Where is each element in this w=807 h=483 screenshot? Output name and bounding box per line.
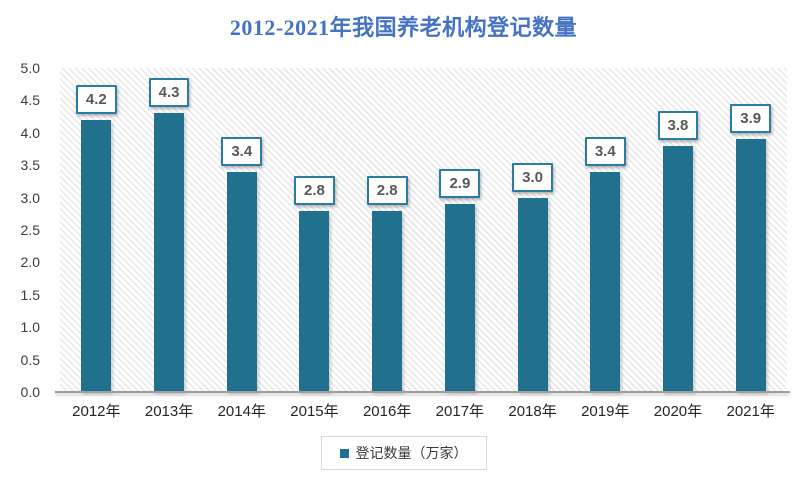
bar-slot: 2.8 [278, 68, 351, 392]
x-tick-label: 2016年 [362, 403, 412, 420]
bar-value-label: 3.0 [512, 162, 553, 192]
y-axis: 5.0 4.5 4.0 3.5 3.0 2.5 2.0 1.5 1.0 0.5 0.0 [0, 60, 50, 400]
x-tick-label: 2021年 [726, 403, 775, 420]
legend: 登记数量（万家） [320, 436, 487, 470]
x-tick-label: 2017年 [435, 403, 485, 420]
bar-value-label: 4.3 [148, 78, 190, 108]
x-tick-label: 2012年 [72, 403, 121, 420]
x-tick-label: 2014年 [217, 403, 266, 420]
bar [372, 210, 403, 392]
bar-value-label: 3.8 [657, 110, 699, 140]
bar-slot: 4.3 [133, 68, 206, 392]
bar-slot: 3.4 [569, 68, 642, 392]
y-tick-label: 4.0 [20, 124, 40, 141]
y-tick-label: 0.0 [20, 384, 40, 400]
y-tick-label: 4.5 [20, 92, 40, 109]
y-tick-label: 1.0 [20, 319, 40, 336]
x-tick-label: 2013年 [144, 403, 194, 420]
bar-slot: 3.4 [205, 68, 278, 392]
bar-value-label: 3.9 [730, 104, 772, 134]
bar [226, 171, 257, 392]
bar [590, 171, 621, 392]
bar-value-label: 2.9 [439, 169, 481, 199]
bar [81, 119, 112, 392]
bar [444, 204, 475, 392]
bar-value-label: 3.4 [221, 136, 263, 166]
bar-slot: 3.8 [642, 68, 715, 392]
plot-area: 4.2 4.3 3.4 2.8 2.8 2.9 3.0 3.4 3.8 3.9 [60, 68, 787, 392]
y-tick-label: 2.0 [20, 254, 40, 271]
x-tick-label: 2018年 [508, 403, 557, 420]
x-tick-label: 2019年 [581, 403, 630, 420]
y-tick-label: 1.5 [20, 286, 40, 303]
y-tick-label: 2.5 [20, 222, 40, 238]
bar-slot: 2.8 [351, 68, 424, 392]
bar-value-label: 3.4 [584, 136, 626, 166]
chart-title: 2012-2021年我国养老机构登记数量 [229, 15, 578, 40]
bar [299, 210, 330, 392]
legend-label: 登记数量（万家） [355, 445, 468, 461]
y-tick-label: 3.5 [20, 157, 40, 174]
bar-slot: 2.9 [424, 68, 497, 392]
x-axis-labels: 2012年 2013年 2014年 2015年 2016年 2017年 2018年 2019年… [60, 400, 787, 421]
bar [735, 139, 766, 392]
x-tick-label: 2015年 [290, 403, 339, 420]
bar [517, 197, 548, 392]
bars-row: 4.2 4.3 3.4 2.8 2.8 2.9 3.0 3.4 3.8 3.9 [60, 68, 787, 392]
bar-slot: 3.0 [496, 68, 569, 392]
bar-value-label: 4.2 [75, 84, 117, 114]
bar-value-label: 2.8 [366, 175, 408, 205]
x-axis-line [55, 391, 790, 393]
bar-value-label: 2.8 [294, 175, 335, 205]
bar-slot: 3.9 [714, 68, 787, 392]
bar [154, 113, 185, 392]
bar-slot: 4.2 [60, 68, 133, 392]
y-tick-label: 3.0 [20, 189, 40, 206]
bar [662, 145, 693, 392]
legend-swatch-icon [339, 448, 349, 458]
y-tick-label: 5.0 [20, 60, 40, 76]
x-tick-label: 2020年 [653, 403, 703, 420]
y-tick-label: 0.5 [20, 351, 40, 368]
